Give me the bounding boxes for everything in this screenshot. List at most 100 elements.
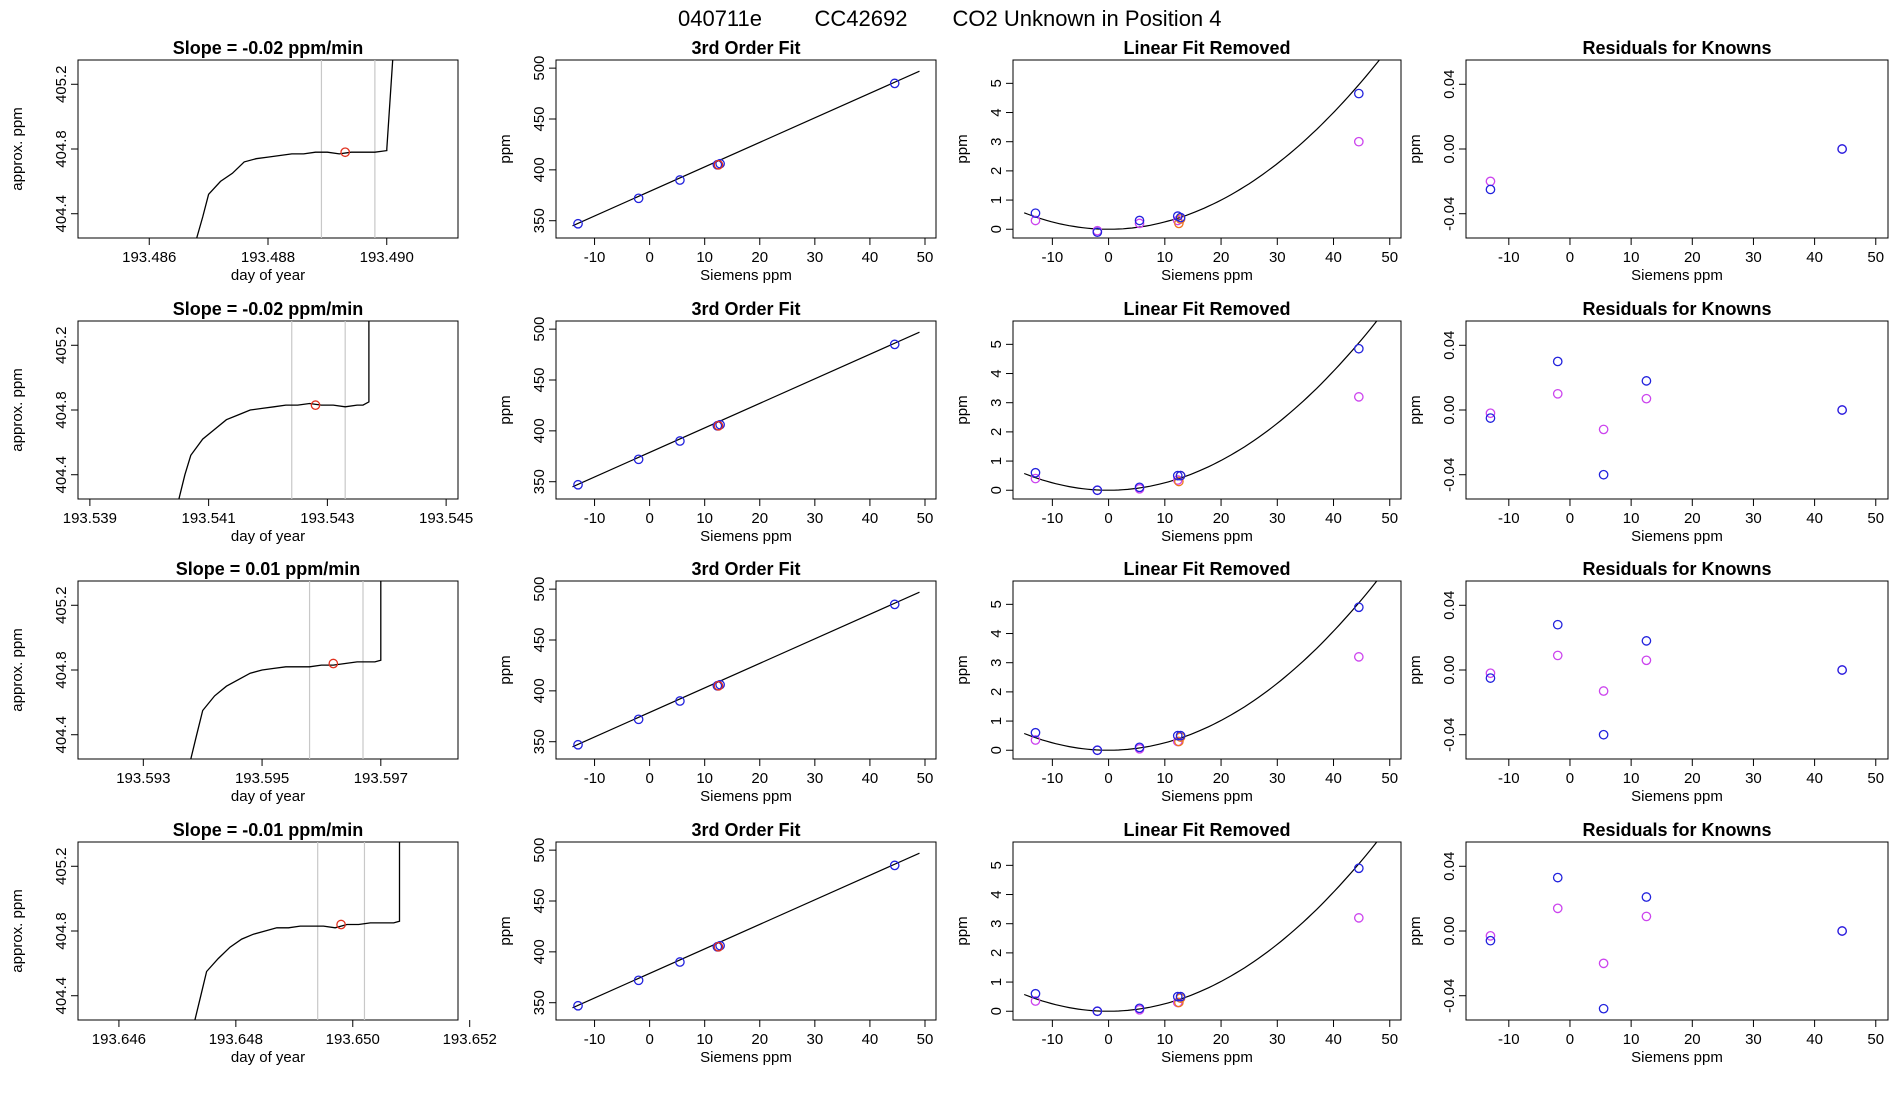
x-axis-label: day of year bbox=[231, 1049, 305, 1066]
y-tick-label: 1 bbox=[988, 196, 1005, 204]
x-tick-label: 193.597 bbox=[354, 770, 408, 787]
x-tick-label: 0 bbox=[1566, 1031, 1574, 1048]
y-tick-label: -0.04 bbox=[1441, 197, 1458, 231]
plot-marks bbox=[194, 842, 401, 1020]
known-point-magenta bbox=[1353, 136, 1364, 147]
known-point-blue bbox=[1837, 665, 1847, 675]
panel-title: Linear Fit Removed bbox=[1123, 820, 1290, 840]
y-axis-label: ppm bbox=[1407, 655, 1424, 684]
known-point-blue bbox=[1353, 88, 1364, 99]
x-tick-label: -10 bbox=[584, 1031, 606, 1048]
y-tick-label: -0.04 bbox=[1441, 718, 1458, 752]
sample-point bbox=[310, 400, 321, 410]
y-axis-label: ppm bbox=[497, 395, 514, 424]
known-point-blue bbox=[1485, 413, 1496, 423]
y-tick-label: 0.00 bbox=[1441, 395, 1458, 424]
known-point-orange bbox=[1174, 997, 1184, 1008]
sample-point bbox=[713, 420, 724, 431]
panels: Slope = -0.02 ppm/min 193.486 193.488 193.4… bbox=[9, 38, 1889, 1066]
x-tick-label: 0 bbox=[645, 1031, 653, 1048]
x-tick-label: 0 bbox=[1566, 249, 1574, 266]
known-point-blue bbox=[1641, 376, 1652, 386]
y-tick-label: 0 bbox=[988, 1007, 1005, 1015]
known-point-blue bbox=[1175, 991, 1186, 1002]
x-axis-label: Siemens ppm bbox=[1631, 528, 1723, 545]
y-tick-label: 0.00 bbox=[1441, 916, 1458, 945]
x-tick-label: 40 bbox=[862, 510, 879, 527]
plot-marks bbox=[1485, 144, 1847, 195]
x-tick-label: -10 bbox=[1042, 249, 1064, 266]
y-tick-label: 0.00 bbox=[1441, 134, 1458, 163]
panel-r1-c1: Slope = -0.02 ppm/min 193.486 193.488 193.4… bbox=[9, 38, 459, 284]
plot-frame bbox=[1012, 59, 1402, 239]
x-tick-label: 10 bbox=[696, 770, 713, 787]
known-point-blue bbox=[715, 158, 725, 169]
x-tick-label: 20 bbox=[1213, 770, 1230, 787]
plot-frame bbox=[1012, 841, 1402, 1021]
x-axis-label: day of year bbox=[231, 528, 305, 545]
y-tick-label: 1 bbox=[988, 717, 1005, 725]
known-point-blue bbox=[1598, 1003, 1609, 1014]
panel-title: Residuals for Knowns bbox=[1582, 299, 1771, 319]
panel-r1-c2: 3rd Order Fit -10 0 10 20 30 40 50 350 400 450 500 S… bbox=[497, 38, 937, 284]
known-point-blue bbox=[1092, 227, 1103, 238]
panel-r4-c1: Slope = -0.01 ppm/min 193.646 193.648 193.6… bbox=[9, 820, 497, 1066]
x-tick-label: 0 bbox=[645, 770, 653, 787]
x-axis-label: Siemens ppm bbox=[700, 1049, 792, 1066]
x-tick-label: 50 bbox=[1867, 249, 1884, 266]
x-axis-label: Siemens ppm bbox=[1631, 788, 1723, 805]
sample-point bbox=[328, 658, 339, 669]
x-tick-label: 193.543 bbox=[300, 510, 354, 527]
x-tick-label: 0 bbox=[1104, 249, 1112, 266]
y-tick-label: 404.4 bbox=[53, 195, 70, 233]
timeseries-line bbox=[190, 581, 382, 759]
known-point-blue bbox=[715, 679, 725, 690]
known-point-magenta bbox=[1598, 958, 1609, 969]
known-point-blue bbox=[1030, 208, 1041, 219]
panel-title: Linear Fit Removed bbox=[1123, 559, 1290, 579]
x-tick-label: 193.650 bbox=[326, 1031, 380, 1048]
x-tick-label: 193.539 bbox=[63, 510, 117, 527]
x-tick-label: 0 bbox=[645, 510, 653, 527]
known-point-orange bbox=[1174, 218, 1184, 229]
x-tick-label: 20 bbox=[1684, 510, 1701, 527]
known-point-blue bbox=[1175, 212, 1186, 223]
plot-marks bbox=[1023, 581, 1378, 756]
known-point-blue bbox=[1175, 470, 1186, 481]
known-point-magenta bbox=[1030, 996, 1041, 1006]
x-tick-label: 40 bbox=[862, 249, 879, 266]
y-tick-label: 404.4 bbox=[53, 716, 70, 754]
y-tick-label: 4 bbox=[988, 629, 1005, 637]
x-tick-label: -10 bbox=[584, 249, 606, 266]
panel-r1-c3: Linear Fit Removed -10 0 10 20 30 40 50 0 1 2 3 4 5 Si… bbox=[954, 38, 1402, 284]
known-point-blue bbox=[1175, 730, 1186, 741]
known-point-blue bbox=[1172, 470, 1183, 481]
known-point-blue bbox=[1134, 742, 1145, 753]
y-tick-label: 0 bbox=[988, 225, 1005, 233]
panel-title: Residuals for Knowns bbox=[1582, 38, 1771, 58]
x-tick-label: 50 bbox=[917, 249, 934, 266]
known-point-blue bbox=[633, 454, 644, 465]
x-tick-label: 30 bbox=[1745, 249, 1762, 266]
y-axis-label: ppm bbox=[497, 134, 514, 163]
x-tick-label: 10 bbox=[1156, 510, 1173, 527]
y-tick-label: 405.2 bbox=[53, 586, 70, 624]
x-tick-label: 50 bbox=[1381, 249, 1398, 266]
y-axis-label: approx. ppm bbox=[9, 628, 26, 711]
x-tick-label: 40 bbox=[1325, 770, 1342, 787]
y-tick-label: 404.8 bbox=[53, 651, 70, 689]
x-tick-label: 0 bbox=[1104, 1031, 1112, 1048]
sample-point bbox=[340, 147, 351, 158]
figure-title-id: 040711e bbox=[678, 6, 762, 31]
y-axis-label: approx. ppm bbox=[9, 368, 26, 451]
x-axis-label: Siemens ppm bbox=[1161, 267, 1253, 284]
figure-title: 040711e CC42692 CO2 Unknown in Position … bbox=[678, 6, 1222, 31]
known-point-blue bbox=[1030, 467, 1041, 478]
x-tick-label: 30 bbox=[1269, 770, 1286, 787]
figure-title-tank: CC42692 bbox=[815, 6, 908, 31]
x-tick-label: 20 bbox=[1213, 1031, 1230, 1048]
x-tick-label: 40 bbox=[1806, 249, 1823, 266]
y-tick-label: 0.00 bbox=[1441, 655, 1458, 684]
known-point-magenta bbox=[1641, 911, 1652, 922]
y-tick-label: 4 bbox=[988, 890, 1005, 898]
